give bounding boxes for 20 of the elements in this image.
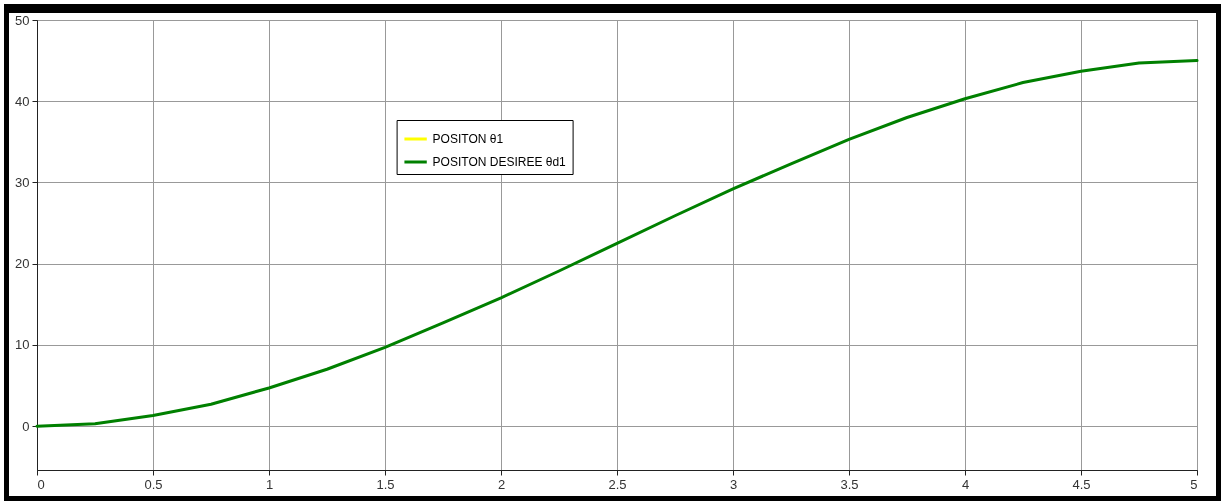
x-tick-label: 0.5 <box>144 476 163 492</box>
y-tick-label: 10 <box>15 337 30 353</box>
x-tick-label: 4.5 <box>1072 476 1091 492</box>
x-tick-label: 5 <box>1190 476 1198 492</box>
y-tick-label: 0 <box>22 418 30 434</box>
y-tick-label: 40 <box>15 93 30 109</box>
x-tick-label: 2 <box>497 476 506 492</box>
y-tick-label: 50 <box>15 12 30 28</box>
x-tick-label: 4 <box>961 476 970 492</box>
x-tick-label: 3 <box>729 476 738 492</box>
x-tick-label: 1.5 <box>376 476 395 492</box>
x-tick-label: 3.5 <box>840 476 859 492</box>
x-tick-label: 0 <box>37 476 45 492</box>
y-tick-label: 30 <box>15 174 30 190</box>
y-tick-label: 20 <box>15 256 30 272</box>
x-tick-label: 2.5 <box>608 476 627 492</box>
x-tick-label: 1 <box>265 476 274 492</box>
line-series <box>35 59 1199 428</box>
legend-label: POSITON DESIREE θd1 <box>432 155 567 169</box>
legend-label: POSITON θ1 <box>432 132 504 146</box>
